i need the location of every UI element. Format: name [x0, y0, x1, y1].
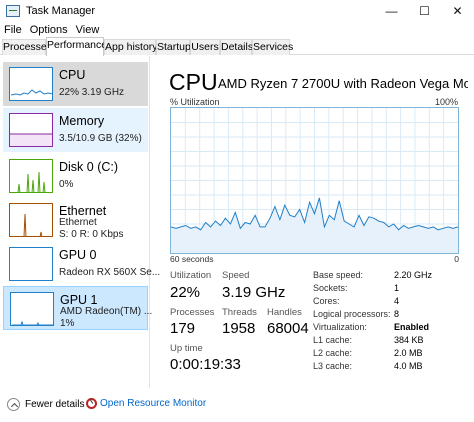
graph-time-span: 60 seconds: [170, 254, 214, 264]
sidebar-item-detail: 0%: [59, 179, 74, 190]
window-controls: — ☐ ✕: [375, 0, 474, 21]
tab-users[interactable]: Users: [190, 39, 220, 55]
menu-bar: File Options View: [0, 21, 474, 38]
property-value: 8: [394, 309, 400, 319]
chevron-up-icon: [7, 398, 20, 411]
sidebar-item-label: GPU 0: [59, 248, 97, 262]
property-key: L2 cache:: [313, 348, 353, 358]
handles-value: 68004: [267, 320, 309, 337]
sidebar-item-detail: 1%: [60, 318, 75, 329]
open-resource-monitor-link[interactable]: Open Resource Monitor: [86, 398, 206, 409]
property-key: L1 cache:: [313, 335, 353, 345]
property-key: Base speed:: [313, 270, 364, 280]
sidebar-item-detail: Radeon RX 560X Se...: [59, 267, 161, 278]
sidebar-item-detail: 22% 3.19 GHz: [59, 87, 125, 98]
memory-mini-graph: [9, 113, 53, 147]
property-key: Sockets:: [313, 283, 348, 293]
menu-file[interactable]: File: [4, 23, 22, 36]
menu-view[interactable]: View: [75, 23, 100, 36]
cpu-utilization-graph: [170, 107, 459, 254]
utilization-axis-max: 100%: [434, 97, 458, 107]
property-key: Logical processors:: [313, 309, 391, 319]
minimize-button[interactable]: —: [385, 3, 398, 18]
window-title: Task Manager: [26, 4, 96, 17]
sidebar-item-label: GPU 1: [60, 293, 98, 307]
footer-bar: Fewer details Open Resource Monitor: [0, 392, 474, 422]
utilization-line: [171, 197, 458, 231]
property-value: Enabled: [394, 322, 430, 332]
property-key: Cores:: [313, 296, 340, 306]
page-title: CPU: [169, 69, 218, 95]
resource-monitor-label: Open Resource Monitor: [100, 398, 207, 409]
title-bar: Task Manager — ☐ ✕: [0, 0, 474, 21]
sidebar-item-disk[interactable]: Disk 0 (C:) 0%: [3, 154, 148, 198]
sidebar-item-detail: 3.5/10.9 GB (32%): [59, 133, 142, 144]
sidebar-item-label: CPU: [59, 68, 86, 82]
cpu-model-name: AMD Ryzen 7 2700U with Radeon Vega Mobil…: [218, 76, 468, 91]
property-value: 2.0 MB: [394, 348, 423, 358]
menu-options[interactable]: Options: [29, 23, 68, 36]
sidebar-item-cpu[interactable]: CPU 22% 3.19 GHz: [3, 62, 148, 106]
fewer-details-label: Fewer details: [25, 399, 85, 410]
maximize-button[interactable]: ☐: [419, 3, 430, 18]
task-manager-icon: [6, 4, 20, 17]
fewer-details-button[interactable]: Fewer details: [7, 398, 84, 411]
property-key: Virtualization:: [313, 322, 367, 332]
property-value: 4: [394, 296, 400, 306]
processes-value: 179: [170, 320, 196, 337]
resource-sidebar: CPU 22% 3.19 GHz Memory 3.5/10.9 GB (32%…: [0, 56, 160, 388]
tab-details[interactable]: Details: [220, 39, 254, 55]
utilization-value: 22%: [170, 284, 201, 301]
utilization-area: [171, 197, 458, 253]
disk-mini-graph: [9, 159, 53, 193]
uptime-label: Up time: [170, 343, 203, 354]
property-value: 1: [394, 283, 400, 293]
speed-label: Speed: [222, 270, 250, 281]
property-value: 384 KB: [394, 335, 424, 345]
threads-value: 1958: [222, 320, 256, 337]
tab-app-history[interactable]: App history: [104, 39, 158, 55]
sidebar-item-detail: Ethernet: [59, 217, 97, 228]
sidebar-item-ethernet[interactable]: Ethernet Ethernet S: 0 R: 0 Kbps: [3, 198, 148, 242]
tab-startup[interactable]: Startup: [156, 39, 191, 55]
tab-processes[interactable]: Processes: [2, 39, 53, 55]
sidebar-item-detail: AMD Radeon(TM) ...: [60, 306, 153, 317]
speed-value: 3.19 GHz: [222, 284, 286, 301]
threads-label: Threads: [222, 307, 257, 318]
property-value: 2.20 GHz: [394, 270, 433, 280]
property-key: L3 cache:: [313, 361, 353, 371]
tab-performance[interactable]: Performance: [46, 37, 107, 56]
sidebar-item-detail: S: 0 R: 0 Kbps: [59, 229, 124, 240]
cpu-mini-graph: [9, 67, 53, 101]
cpu-detail-panel: CPU AMD Ryzen 7 2700U with Radeon Vega M…: [152, 56, 474, 388]
tab-services[interactable]: Services: [252, 39, 294, 55]
resource-monitor-icon: [86, 398, 97, 409]
handles-label: Handles: [267, 307, 302, 318]
cpu-utilization-chart: [171, 108, 458, 253]
sidebar-item-label: Ethernet: [59, 204, 107, 218]
sidebar-item-label: Memory: [59, 114, 105, 128]
sidebar-item-gpu0[interactable]: GPU 0 Radeon RX 560X Se...: [3, 242, 160, 286]
sidebar-item-gpu1[interactable]: GPU 1 AMD Radeon(TM) ... 1%: [3, 286, 152, 330]
graph-time-end: 0: [454, 254, 459, 264]
sidebar-item-memory[interactable]: Memory 3.5/10.9 GB (32%): [3, 108, 148, 152]
close-button[interactable]: ✕: [452, 3, 463, 18]
utilization-axis-label: % Utilization: [170, 97, 220, 107]
utilization-label: Utilization: [170, 270, 212, 281]
processes-label: Processes: [170, 307, 215, 318]
gpu0-mini-graph: [9, 247, 53, 281]
property-value: 4.0 MB: [394, 361, 423, 371]
tab-bar: Processes Performance App history Startu…: [0, 37, 474, 56]
uptime-value: 0:00:19:33: [170, 356, 241, 373]
ethernet-mini-graph: [9, 203, 53, 237]
gpu1-mini-graph: [10, 292, 54, 326]
performance-content: CPU 22% 3.19 GHz Memory 3.5/10.9 GB (32%…: [0, 56, 474, 388]
sidebar-item-label: Disk 0 (C:): [59, 160, 119, 174]
